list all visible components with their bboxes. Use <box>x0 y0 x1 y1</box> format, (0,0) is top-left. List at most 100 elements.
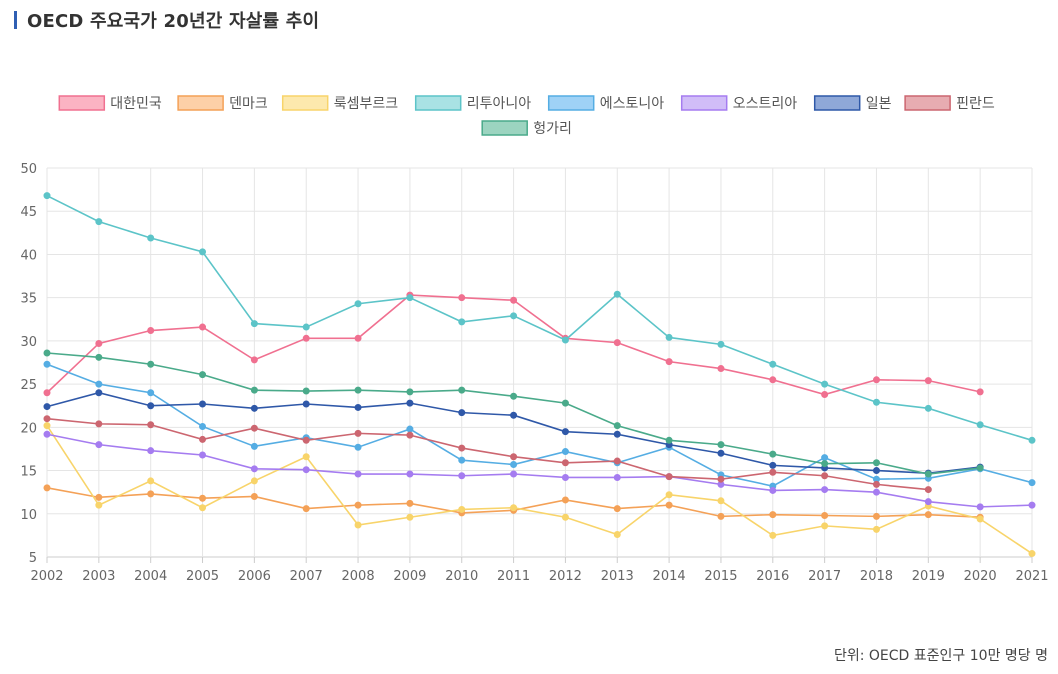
x-tick-label: 2012 <box>549 569 582 584</box>
data-point <box>199 451 207 459</box>
y-tick-label: 50 <box>20 162 37 177</box>
data-point <box>976 503 984 511</box>
x-axis: 2002 2003 2004 2005 2006 2007 2008 2009 2010 2011… <box>30 569 1048 584</box>
legend-label: 리투아니아 <box>467 96 532 112</box>
data-point <box>769 486 777 494</box>
data-point <box>406 470 414 478</box>
x-tick-label: 2007 <box>290 569 323 584</box>
chart-series <box>43 192 1036 558</box>
data-point <box>821 454 829 462</box>
data-point <box>717 497 725 505</box>
data-point <box>561 336 569 344</box>
x-tick-label: 2011 <box>497 569 530 584</box>
data-point <box>147 389 155 397</box>
data-point <box>1028 550 1036 558</box>
data-point <box>924 404 932 412</box>
data-point <box>458 409 466 417</box>
data-point <box>1028 479 1036 487</box>
legend-label: 일본 <box>866 96 892 112</box>
data-point <box>665 473 673 481</box>
data-point <box>43 484 51 492</box>
data-point <box>613 505 621 513</box>
data-point <box>510 411 518 419</box>
data-point <box>250 492 258 500</box>
x-tick-label: 2003 <box>82 569 115 584</box>
data-point <box>717 475 725 483</box>
page-title: OECD 주요국가 20년간 자살률 추이 <box>27 11 320 32</box>
y-tick-label: 45 <box>20 205 37 220</box>
legend-swatch <box>680 95 728 111</box>
x-tick-label: 2015 <box>704 569 737 584</box>
legend-item: 덴마크 <box>177 95 268 112</box>
data-point <box>95 493 103 501</box>
data-point <box>302 323 310 331</box>
y-tick-label: 30 <box>20 335 37 350</box>
data-point <box>821 390 829 398</box>
data-point <box>769 531 777 539</box>
data-point <box>510 461 518 469</box>
legend-item: 룩셈부르크 <box>281 95 398 112</box>
x-tick-label: 2019 <box>912 569 945 584</box>
legend-swatch <box>58 95 106 111</box>
legend-label: 덴마크 <box>229 96 268 112</box>
data-point <box>458 294 466 302</box>
data-point <box>406 499 414 507</box>
data-point <box>302 453 310 461</box>
data-point <box>250 356 258 364</box>
data-point <box>821 472 829 480</box>
data-point <box>872 459 880 467</box>
legend-swatch <box>281 95 329 111</box>
data-point <box>613 422 621 430</box>
legend-item: 일본 <box>813 95 892 112</box>
legend-label: 에스토니아 <box>600 96 665 112</box>
data-point <box>354 386 362 394</box>
x-tick-label: 2009 <box>393 569 426 584</box>
data-point <box>717 340 725 348</box>
data-point <box>147 421 155 429</box>
legend-swatch <box>813 95 861 111</box>
data-point <box>976 421 984 429</box>
data-point <box>561 448 569 456</box>
data-point <box>821 512 829 520</box>
data-point <box>199 435 207 443</box>
legend-swatch <box>414 95 462 111</box>
data-point <box>976 515 984 523</box>
data-point <box>510 296 518 304</box>
data-point <box>354 521 362 529</box>
y-tick-label: 20 <box>20 421 37 436</box>
data-point <box>821 522 829 530</box>
data-point <box>250 465 258 473</box>
data-point <box>458 456 466 464</box>
data-point <box>147 360 155 368</box>
data-point <box>769 376 777 384</box>
data-point <box>872 376 880 384</box>
data-point <box>147 327 155 335</box>
data-point <box>458 472 466 480</box>
data-point <box>924 470 932 478</box>
data-point <box>199 323 207 331</box>
data-point <box>510 504 518 512</box>
data-point <box>924 377 932 385</box>
series-line <box>46 194 1033 442</box>
data-point <box>95 389 103 397</box>
data-point <box>1028 436 1036 444</box>
data-point <box>769 461 777 469</box>
legend-item: 대한민국 <box>58 95 162 112</box>
data-point <box>199 400 207 408</box>
legend-swatch <box>177 95 224 111</box>
x-tick-label: 2005 <box>186 569 219 584</box>
y-tick-label: 40 <box>20 248 37 263</box>
x-tick-label: 2016 <box>756 569 789 584</box>
data-point <box>717 365 725 373</box>
data-point <box>43 192 51 200</box>
data-point <box>665 333 673 341</box>
y-tick-label: 35 <box>20 292 37 307</box>
data-point <box>561 513 569 521</box>
x-tick-label: 2021 <box>1015 569 1048 584</box>
data-point <box>354 403 362 411</box>
legend-item: 에스토니아 <box>547 95 665 112</box>
data-point <box>43 430 51 438</box>
data-point <box>302 387 310 395</box>
data-point <box>613 531 621 539</box>
x-tick-label: 2020 <box>964 569 997 584</box>
